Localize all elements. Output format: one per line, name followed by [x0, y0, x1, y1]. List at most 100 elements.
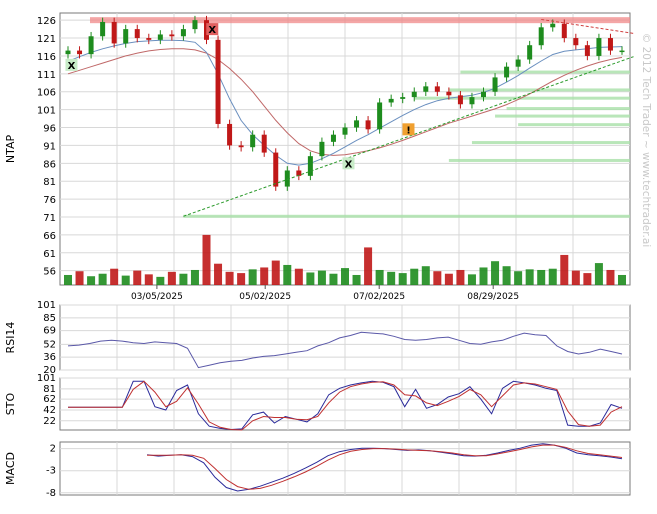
indicator-tick-label: 42: [43, 405, 56, 416]
candle-body: [446, 91, 452, 96]
marker-sell-label: X: [208, 25, 216, 36]
volume-bar: [64, 274, 72, 285]
candle-body: [469, 97, 475, 105]
indicator-series-line: [147, 444, 623, 490]
candle-body: [146, 38, 152, 40]
support-level: [183, 214, 630, 218]
volume-bar: [179, 273, 188, 285]
volume-bar: [618, 274, 626, 285]
indicator-tick-label: 69: [43, 326, 56, 337]
candle-body: [515, 59, 521, 67]
candle-body: [296, 170, 302, 176]
indicator-tick-label: 81: [43, 384, 56, 395]
volume-bar: [398, 273, 407, 285]
price-tick-label: 56: [43, 267, 56, 278]
price-tick-label: 101: [37, 106, 56, 117]
candle-body: [400, 97, 406, 99]
support-level: [471, 141, 630, 145]
support-level: [460, 70, 630, 74]
price-tick-label: 81: [43, 177, 56, 188]
indicator-tick-label: 52: [43, 339, 56, 350]
candle-body: [180, 29, 186, 37]
indicator-tick-label: 20: [43, 365, 56, 376]
candle-body: [273, 152, 279, 187]
candle-body: [365, 120, 371, 130]
candle-body: [527, 45, 533, 60]
candle-body: [550, 23, 556, 28]
volume-bar: [190, 269, 199, 285]
candle-body: [111, 21, 117, 44]
price-tick-label: 91: [43, 141, 56, 152]
volume-bar: [560, 254, 569, 285]
volume-bar: [283, 264, 292, 285]
price-tick-label: 66: [43, 231, 56, 242]
indicator-series-line: [68, 380, 623, 431]
volume-bar: [433, 271, 442, 285]
support-level: [506, 107, 630, 111]
volume-bar: [548, 268, 557, 285]
candle-body: [607, 38, 613, 51]
volume-bar: [364, 247, 373, 285]
date-label: 03/05/2025: [131, 292, 183, 302]
price-tick-label: 106: [37, 88, 56, 99]
volume-bar: [456, 269, 465, 285]
panel-ylabel: NTAP: [4, 135, 17, 164]
price-tick-label: 71: [43, 213, 56, 224]
candle-body: [354, 120, 360, 128]
volume-bar: [98, 273, 107, 285]
candle-body: [342, 127, 348, 135]
marker-sell-box: [206, 23, 219, 36]
volume-bar: [491, 261, 500, 285]
volume-bar: [329, 273, 338, 285]
candle-body: [423, 86, 429, 92]
volume-bar: [352, 274, 361, 285]
candle-body: [319, 141, 325, 157]
marker-alert-box: [402, 123, 415, 136]
candle-body: [192, 20, 198, 30]
indicator-tick-label: 101: [37, 373, 56, 384]
volume-bar: [75, 271, 84, 285]
volume-bar: [537, 269, 546, 285]
candle-body: [215, 39, 221, 124]
candle-body: [561, 23, 567, 39]
volume-bar: [225, 271, 234, 285]
price-tick-label: 76: [43, 195, 56, 206]
volume-bar: [317, 270, 326, 285]
indicator-tick-label: 22: [43, 416, 56, 427]
candle-body: [134, 29, 140, 39]
candle-body: [227, 123, 233, 146]
volume-bar: [479, 267, 488, 285]
volume-bar: [133, 270, 142, 285]
indicator-tick-label: -3: [46, 466, 56, 477]
volume-bar: [202, 234, 211, 285]
support-level: [518, 123, 630, 127]
price-tick-label: 86: [43, 159, 56, 170]
candle-body: [77, 50, 83, 55]
volume-bar: [421, 266, 430, 285]
volume-bar: [571, 270, 580, 285]
candle-body: [481, 91, 486, 98]
indicator-tick-label: 36: [43, 352, 56, 363]
trend-support-line: [183, 56, 634, 217]
price-tick-label: 121: [37, 34, 56, 45]
marker-buy-box: [65, 58, 78, 71]
volume-bar: [583, 273, 592, 285]
candle-body: [492, 77, 498, 92]
panel-ylabel: STO: [4, 392, 17, 415]
volume-bar: [237, 273, 246, 285]
volume-bar: [214, 263, 223, 285]
volume-bar: [156, 276, 165, 285]
candle-body: [377, 102, 383, 130]
candle-body: [157, 34, 163, 40]
candle-body: [261, 134, 267, 153]
indicator-tick-label: 101: [37, 300, 56, 311]
volume-bar: [387, 271, 396, 285]
candle-body: [619, 50, 625, 53]
indicator-tick-label: 85: [43, 313, 56, 324]
volume-bar: [110, 268, 119, 285]
volume-bar: [410, 268, 419, 285]
price-tick-label: 96: [43, 124, 56, 135]
panel-ylabel: RSI14: [4, 322, 17, 354]
candle-body: [457, 95, 463, 105]
